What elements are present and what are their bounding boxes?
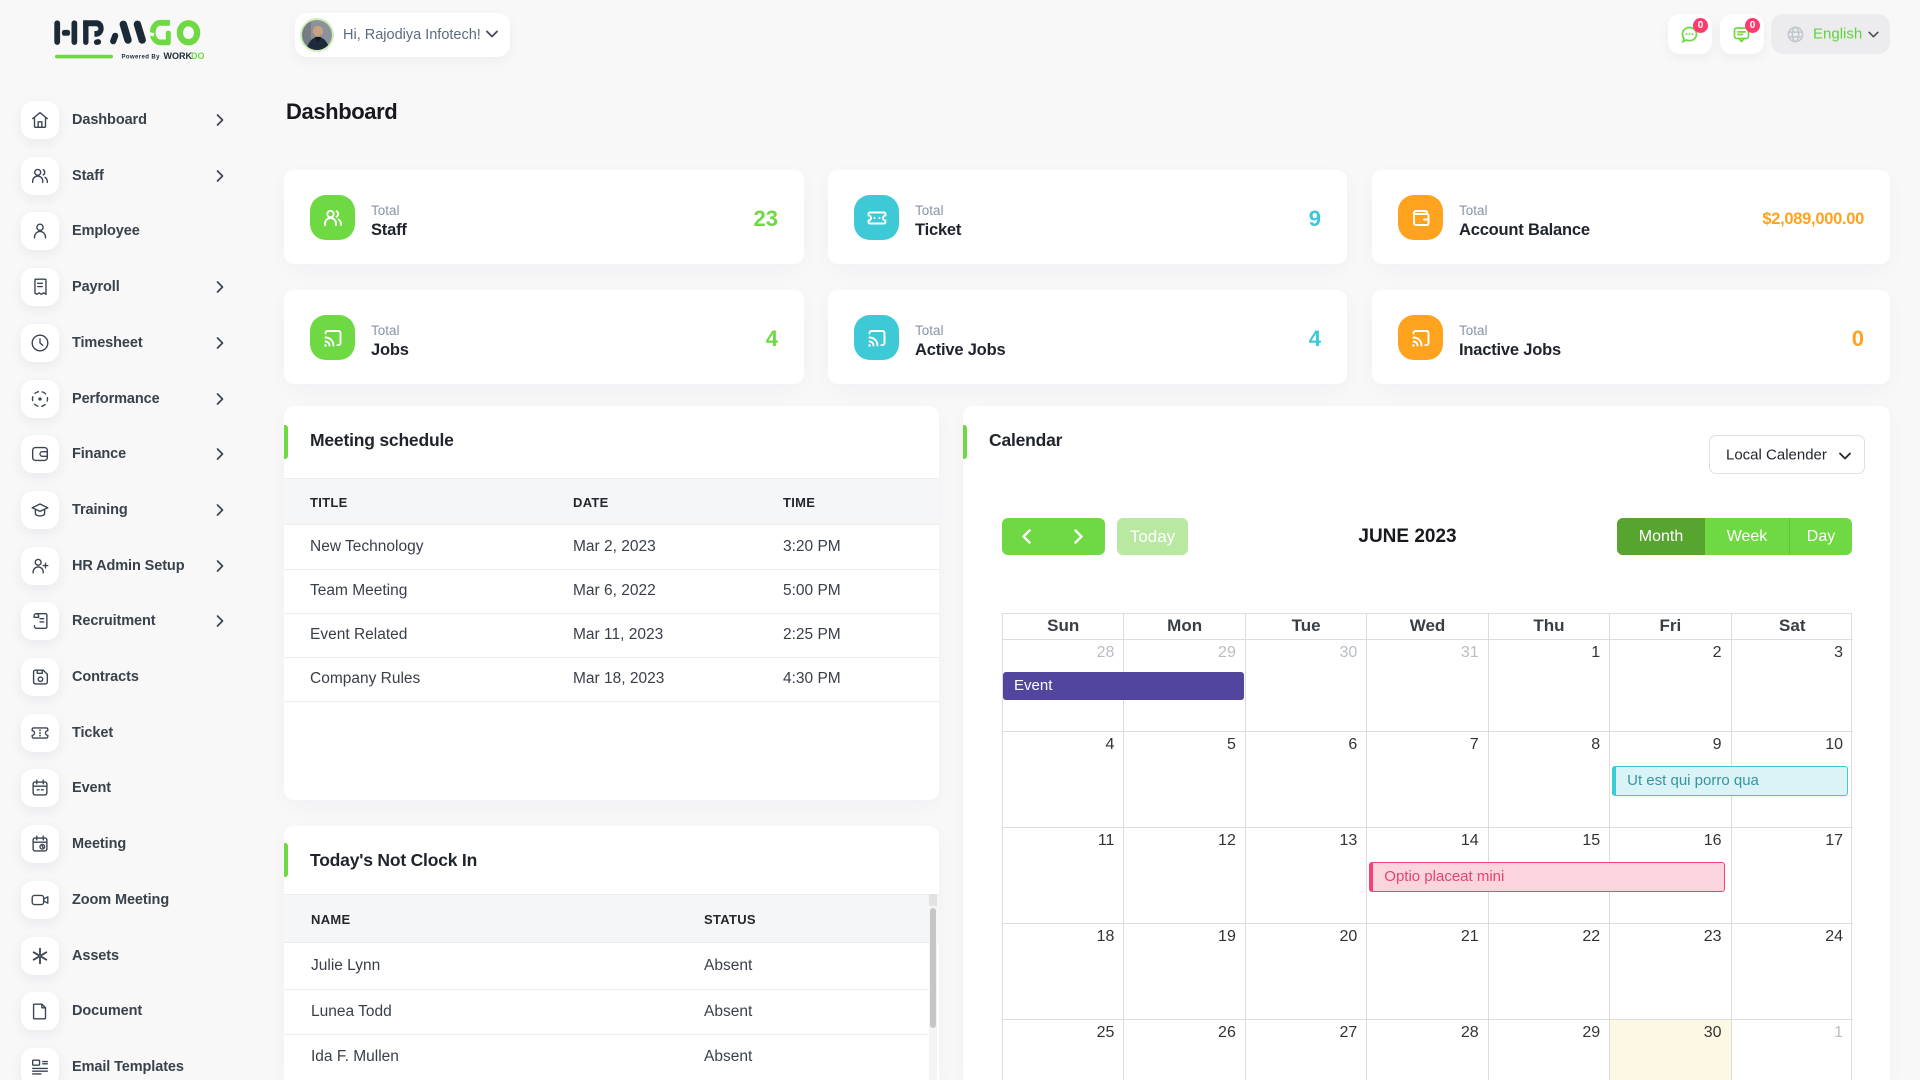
svg-text:DO: DO (191, 51, 204, 61)
svg-text:WORK: WORK (164, 51, 193, 61)
svg-text:Powered By: Powered By (122, 54, 161, 60)
